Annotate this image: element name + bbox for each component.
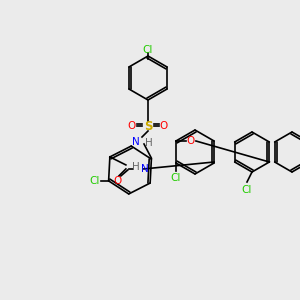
Text: Cl: Cl — [89, 176, 100, 186]
Text: O: O — [187, 136, 195, 146]
Text: N: N — [132, 137, 140, 147]
Text: O: O — [160, 121, 168, 131]
Text: S: S — [144, 119, 152, 133]
Text: H: H — [145, 138, 153, 148]
Text: O: O — [128, 121, 136, 131]
Text: O: O — [114, 176, 122, 186]
Text: H: H — [132, 162, 140, 172]
Text: N: N — [141, 164, 148, 174]
Text: Cl: Cl — [242, 185, 252, 195]
Text: Cl: Cl — [143, 45, 153, 55]
Text: Cl: Cl — [171, 173, 181, 183]
